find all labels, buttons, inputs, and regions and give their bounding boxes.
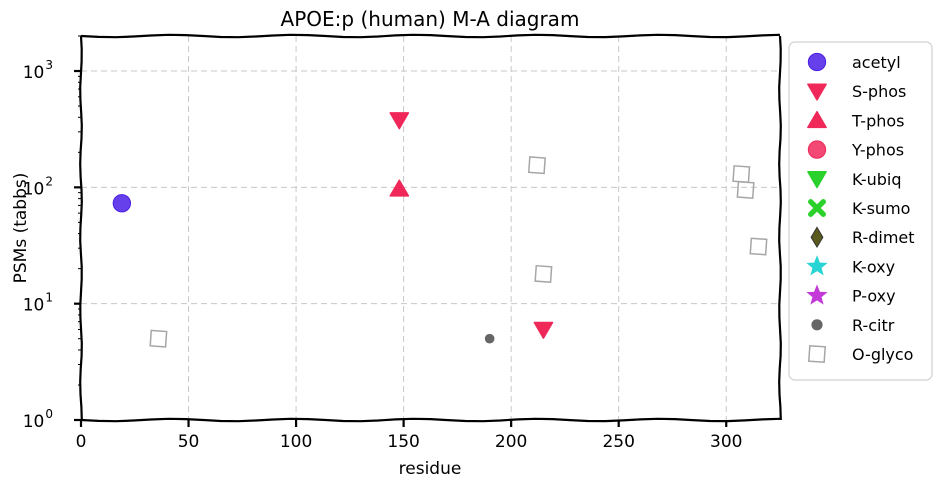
x-tick-label: 300 (710, 432, 742, 452)
legend-label: Y-phos (851, 141, 904, 160)
legend: acetyl S-phos T-phos Y-phos K-ubiq K-sumo R-di… (788, 41, 933, 381)
data-point-o-glyco (149, 329, 168, 348)
data-point-s-phos (533, 321, 554, 339)
legend-label: R-dimet (852, 228, 915, 247)
legend-marker-s-phos (807, 83, 827, 101)
data-point-acetyl (112, 194, 132, 213)
y-tick-label: 103 (23, 58, 53, 83)
legend-item: T-phos (807, 110, 905, 130)
data-point-r-citr (484, 333, 495, 344)
legend-item: R-dimet (810, 226, 915, 248)
legend-marker-y-phos (807, 140, 827, 159)
legend-item: acetyl (807, 52, 901, 72)
legend-item: K-ubiq (807, 170, 901, 189)
data-point-o-glyco (749, 237, 768, 256)
frame-bottom (80, 417, 781, 423)
legend-item: O-glyco (807, 344, 913, 364)
legend-marker-p-oxy (806, 284, 828, 305)
x-axis-label: residue (399, 459, 462, 479)
data-point-s-phos (389, 112, 410, 130)
data-point-o-glyco (527, 156, 546, 175)
legend-marker-acetyl (807, 52, 827, 72)
legend-label: acetyl (852, 53, 901, 72)
chart-title: APOE:p (human) M-A diagram (281, 7, 580, 31)
frame-left (79, 35, 83, 421)
legend-item: Y-phos (807, 140, 904, 160)
frame-top (80, 33, 781, 39)
x-tick-label: 200 (495, 432, 527, 452)
legend-marker-k-ubiq (807, 171, 827, 189)
legend-marker-k-oxy (806, 255, 828, 276)
legend-label: P-oxy (852, 287, 896, 306)
legend-label: S-phos (852, 82, 906, 101)
legend-marker-t-phos (807, 110, 827, 129)
plot-frame (79, 33, 782, 423)
x-tick-label: 150 (387, 432, 419, 452)
data-points (112, 112, 768, 348)
x-tick-label: 100 (280, 432, 312, 452)
legend-label: O-glyco (852, 345, 913, 364)
legend-label: R-citr (852, 316, 895, 335)
legend-marker-r-dimet (810, 226, 824, 248)
grid-lines (81, 36, 780, 420)
data-point-o-glyco (732, 165, 751, 184)
data-point-t-phos (389, 179, 410, 197)
x-tick-label: 250 (602, 432, 634, 452)
legend-item: S-phos (807, 82, 906, 101)
legend-label: K-oxy (852, 257, 895, 276)
legend-label: K-sumo (852, 199, 910, 218)
legend-label: T-phos (851, 111, 905, 130)
legend-item: R-citr (811, 316, 895, 335)
legend-item: K-sumo (808, 199, 910, 218)
frame-right (778, 35, 782, 421)
data-point-o-glyco (736, 180, 755, 199)
x-tick-label: 50 (178, 432, 200, 452)
legend-marker-k-sumo (808, 199, 826, 217)
y-tick-label: 101 (23, 291, 53, 316)
y-axis-label: PSMs (tabbs) (11, 173, 31, 284)
data-point-o-glyco (534, 264, 553, 283)
legend-item: K-oxy (806, 255, 895, 276)
legend-marker-o-glyco (807, 344, 827, 364)
legend-label: K-ubiq (852, 170, 901, 189)
x-tick-label: 0 (76, 432, 87, 452)
legend-item: P-oxy (806, 284, 896, 306)
y-tick-label: 100 (23, 407, 53, 432)
legend-marker-r-citr (811, 319, 823, 331)
